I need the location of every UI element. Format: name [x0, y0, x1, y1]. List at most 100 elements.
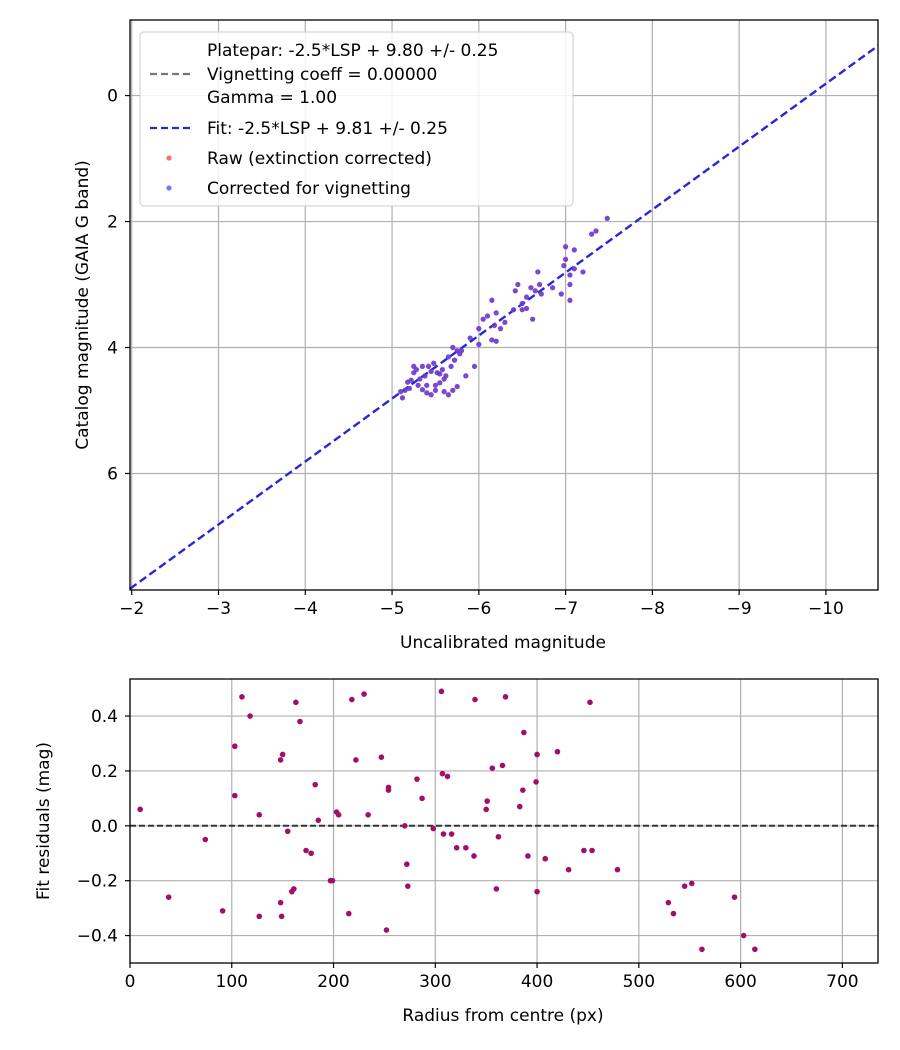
y-tick-label: 0.2: [91, 762, 118, 782]
residual-point: [414, 776, 420, 782]
x-tick-label: −10: [808, 599, 844, 619]
corrected-point: [571, 266, 577, 272]
corrected-point: [437, 371, 443, 377]
residual-point: [312, 781, 319, 788]
corrected-point: [406, 385, 413, 392]
calibration-plot-frame: [129, 19, 879, 591]
residual-point: [587, 699, 593, 706]
residual-point: [361, 691, 367, 697]
x-tick-label: 600: [724, 972, 756, 992]
residuals-plot: 0 100 200 300 400 500 600 700−0.4−0.20.00.20.4 …: [34, 678, 879, 1026]
residual-point: [463, 844, 469, 851]
residual-point: [670, 910, 677, 917]
legend-entry-gamma: Gamma = 1.00: [207, 88, 337, 108]
calibration-plot: −2 −3 −4 −5 −6 −7 −8 −9 −10 0 2 4 6 Uncalibrated mag…: [73, 19, 879, 653]
corrected-point: [451, 357, 458, 363]
corrected-point: [445, 392, 452, 398]
corrected-point: [510, 307, 517, 313]
residual-point: [493, 886, 500, 892]
calibration-y-axis-label: Catalog magnitude (GAIA G band): [73, 160, 93, 450]
residual-point: [277, 899, 284, 906]
residual-point: [232, 743, 238, 750]
corrected-point: [519, 300, 525, 307]
corrected-point: [428, 368, 434, 375]
residual-point: [219, 908, 226, 914]
residual-point: [752, 946, 758, 953]
x-tick-label: 300: [419, 972, 451, 992]
residual-point: [165, 894, 172, 900]
corrected-point: [561, 263, 567, 269]
y-tick-label: −0.2: [77, 872, 118, 892]
residual-point: [419, 795, 425, 802]
calibration-lines: [130, 44, 878, 590]
corrected-point: [398, 389, 404, 395]
residual-point: [202, 836, 209, 843]
residual-point: [308, 850, 314, 857]
residual-point: [438, 688, 445, 695]
corrected-point: [593, 228, 599, 234]
x-tick-label: 200: [317, 972, 349, 992]
x-tick-label: −9: [727, 599, 752, 619]
residual-point: [502, 694, 509, 700]
x-tick-label: −4: [293, 599, 318, 619]
y-tick-label: −0.4: [77, 927, 118, 947]
corrected-point: [439, 366, 445, 373]
residuals-grid: [129, 679, 878, 963]
corrected-point: [424, 382, 430, 388]
residual-point: [353, 757, 359, 763]
residual-point: [279, 751, 286, 758]
residuals-ticks: 0 100 200 300 400 500 600 700 −0.4 −0.2 0.0 0.2 0.4: [77, 707, 859, 992]
corrected-point: [417, 376, 423, 382]
residual-point: [378, 754, 385, 761]
residual-point: [589, 847, 595, 854]
fit-line: [130, 44, 878, 590]
residual-point: [439, 770, 446, 777]
corrected-point: [411, 370, 417, 376]
residual-point: [731, 894, 738, 900]
corrected-point: [502, 319, 508, 325]
residual-point: [405, 883, 411, 889]
residual-point: [520, 787, 526, 793]
corrected-point: [425, 363, 432, 370]
residual-point: [534, 888, 540, 895]
residual-point: [495, 833, 502, 840]
corrected-point: [476, 341, 482, 347]
corrected-point: [448, 363, 454, 370]
calibration-x-axis-label: Uncalibrated magnitude: [400, 633, 606, 653]
corrected-point: [493, 310, 499, 316]
x-tick-label: −2: [119, 599, 144, 619]
corrected-point: [454, 348, 460, 354]
y-tick-label: 0: [107, 87, 118, 107]
legend-entry-raw: Raw (extinction corrected): [207, 149, 432, 169]
corrected-point: [489, 297, 495, 303]
residual-point: [489, 765, 496, 771]
residual-point: [329, 877, 336, 884]
residual-point: [681, 883, 688, 889]
corrected-point: [432, 387, 439, 393]
corrected-point: [567, 272, 573, 278]
corrected-point: [471, 363, 478, 370]
corrected-point: [399, 395, 406, 401]
legend-entry-vignetting: Vignetting coeff = 0.00000: [207, 65, 437, 85]
residual-point: [533, 779, 539, 785]
residual-point: [293, 699, 299, 706]
x-tick-label: −5: [380, 599, 405, 619]
x-tick-label: 500: [623, 972, 655, 992]
corrected-point: [450, 387, 456, 393]
corrected-point: [558, 291, 564, 297]
corrected-point: [432, 382, 439, 388]
residual-point: [335, 812, 342, 818]
corrected-point: [549, 285, 556, 291]
residual-point: [315, 817, 322, 824]
residual-point: [525, 853, 531, 859]
residual-point: [699, 946, 705, 953]
corrected-point: [567, 281, 573, 288]
corrected-point: [480, 316, 486, 322]
corrected-point: [431, 360, 437, 366]
residual-point: [232, 792, 238, 799]
corrected-point: [523, 294, 530, 300]
residual-point: [346, 910, 352, 917]
residual-point: [349, 696, 355, 703]
residual-point: [385, 787, 392, 793]
